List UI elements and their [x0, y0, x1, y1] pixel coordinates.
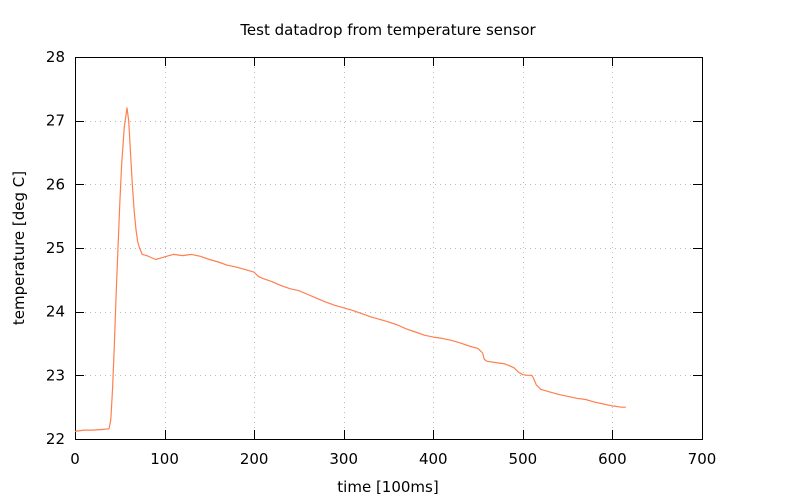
y-tick-label: 25: [46, 239, 65, 257]
grid: [75, 57, 702, 439]
x-tick-label: 500: [509, 450, 538, 468]
chart-title: Test datadrop from temperature sensor: [239, 21, 536, 39]
x-tick-label: 600: [598, 450, 627, 468]
x-tick-label: 0: [70, 450, 80, 468]
tick-labels: 0 100 200 300 400 500 600 700 22 23 24 25 26 27 28: [46, 48, 716, 468]
y-tick-label: 28: [46, 48, 65, 66]
y-tick-label: 27: [46, 112, 65, 130]
plot-area-frame: [75, 57, 703, 440]
x-tick-label: 200: [240, 450, 269, 468]
x-tick-label: 300: [329, 450, 358, 468]
series-layer: [74, 107, 626, 432]
y-axis-label: temperature [deg C]: [10, 171, 28, 325]
y-tick-label: 22: [46, 430, 65, 448]
y-tick-label: 23: [46, 366, 65, 384]
y-tick-label: 24: [46, 303, 65, 321]
x-tick-label: 400: [419, 450, 448, 468]
series-line: [74, 107, 626, 432]
y-tick-label: 26: [46, 175, 65, 193]
x-tick-label: 700: [688, 450, 717, 468]
axis-ticks: [75, 57, 703, 440]
x-tick-label: 100: [150, 450, 179, 468]
x-axis-label: time [100ms]: [337, 478, 438, 496]
